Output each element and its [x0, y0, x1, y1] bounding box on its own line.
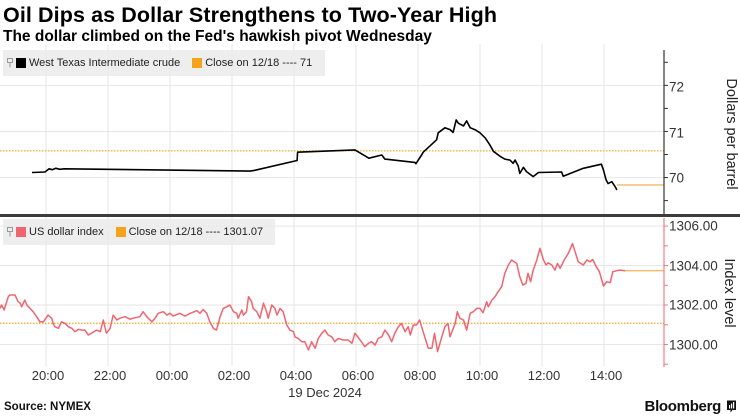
brand-logo-text: Bloomberg [644, 398, 722, 415]
xtick-label: 14:00 [589, 368, 623, 383]
legend-label-oil: West Texas Intermediate crude [29, 57, 181, 69]
ytick-usd: 1306.00 [669, 218, 718, 234]
reference-lines [0, 150, 664, 325]
oil-price-line [31, 119, 618, 191]
ytick-oil: 71 [669, 125, 685, 140]
x-axis-date-label: 19 Dec 2024 [288, 385, 362, 400]
xtick-label: 20:00 [31, 368, 65, 383]
y-axes [663, 50, 668, 367]
ytick-usd: 1304.00 [669, 258, 718, 273]
ytick-oil: 70 [669, 170, 685, 186]
panel-separator [0, 214, 740, 217]
chart-title: Oil Dips as Dollar Strengthens to Two-Ye… [3, 3, 498, 27]
legend-oil[interactable]: West Texas Intermediate crude Close on 1… [3, 50, 325, 76]
pin-icon[interactable] [7, 227, 14, 237]
xtick-label: 02:00 [217, 368, 251, 383]
pin-icon[interactable] [7, 58, 14, 68]
xtick-label: 10:00 [465, 368, 499, 383]
legend-swatch-close [192, 58, 203, 68]
series-lines [0, 119, 626, 353]
ytick-usd: 1302.00 [669, 297, 718, 313]
ytick-usd: 1300.00 [669, 337, 718, 352]
xtick-label: 00:00 [155, 368, 189, 383]
legend-swatch-close [115, 227, 126, 237]
legend-usd[interactable]: US dollar index Close on 12/18 ---- 1301… [3, 219, 275, 245]
legend-label-close: Close on 12/18 ---- 71 [205, 57, 313, 69]
source-note: Source: NYMEX [4, 401, 91, 413]
y-axis-title-oil: Dollars per barrel [723, 78, 739, 190]
legend-label-close: Close on 12/18 ---- 1301.07 [128, 226, 264, 238]
legend-swatch-oil [16, 58, 26, 68]
xtick-label: 04:00 [279, 368, 313, 383]
xtick-label: 08:00 [403, 368, 437, 383]
bloomberg-terminal-icon [727, 400, 736, 413]
legend-label-usd: US dollar index [29, 226, 104, 238]
chart-subtitle: The dollar climbed on the Fed's hawkish … [3, 28, 432, 45]
xtick-label: 22:00 [93, 368, 127, 383]
gridlines [0, 44, 664, 366]
ytick-oil: 72 [669, 79, 685, 95]
usd-index-line [0, 242, 626, 353]
xtick-label: 12:00 [527, 368, 561, 383]
y-axis-title-usd: Index level [721, 258, 737, 328]
legend-swatch-usd [16, 227, 26, 237]
xtick-label: 06:00 [341, 368, 375, 383]
